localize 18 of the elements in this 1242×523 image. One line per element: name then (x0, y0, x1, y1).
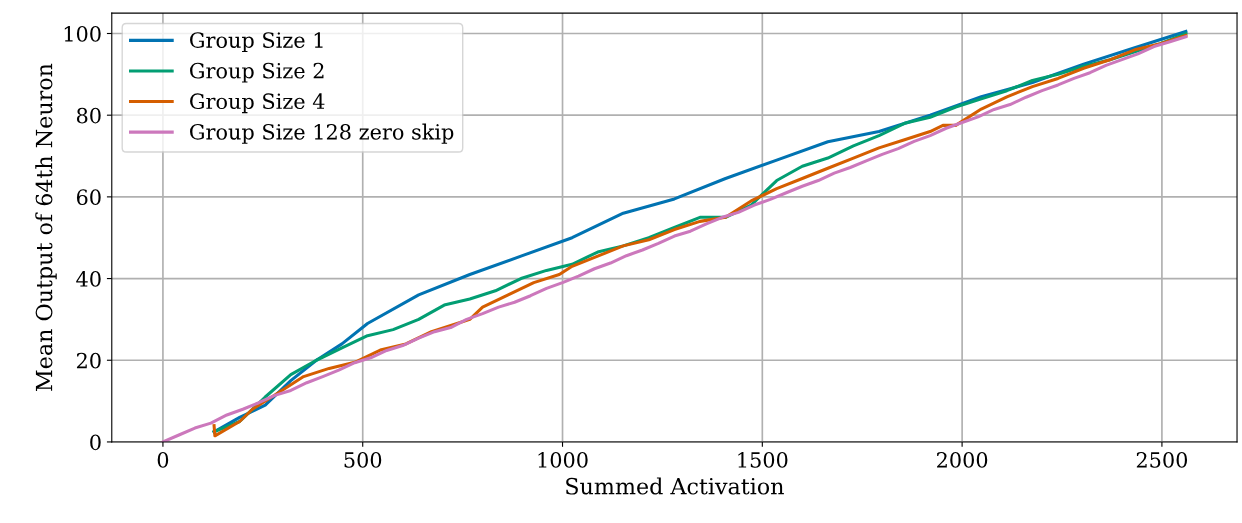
legend-label: Group Size 128 zero skip (190, 123, 454, 144)
y-tick-label: 40 (76, 271, 101, 287)
x-tick-label: 500 (344, 452, 382, 468)
y-tick-label: 100 (64, 25, 101, 42)
y-axis-title: Mean Output of 64th Neuron (35, 63, 57, 391)
x-tick-label: 2000 (937, 452, 988, 468)
legend-label: Group Size 2 (190, 62, 324, 83)
y-tick-label: 20 (76, 352, 101, 369)
x-tick-label: 1000 (538, 452, 588, 468)
x-tick-label: 0 (157, 452, 169, 468)
y-tick-label: 0 (90, 434, 101, 451)
x-tick-label: 1500 (738, 452, 788, 468)
x-tick-label: 2500 (1136, 452, 1188, 468)
legend-label: Group Size 1 (190, 32, 323, 52)
x-axis-title: Summed Activation (566, 477, 784, 495)
legend-label: Group Size 4 (190, 93, 325, 114)
y-tick-label: 60 (76, 189, 101, 206)
y-tick-label: 80 (76, 107, 101, 124)
